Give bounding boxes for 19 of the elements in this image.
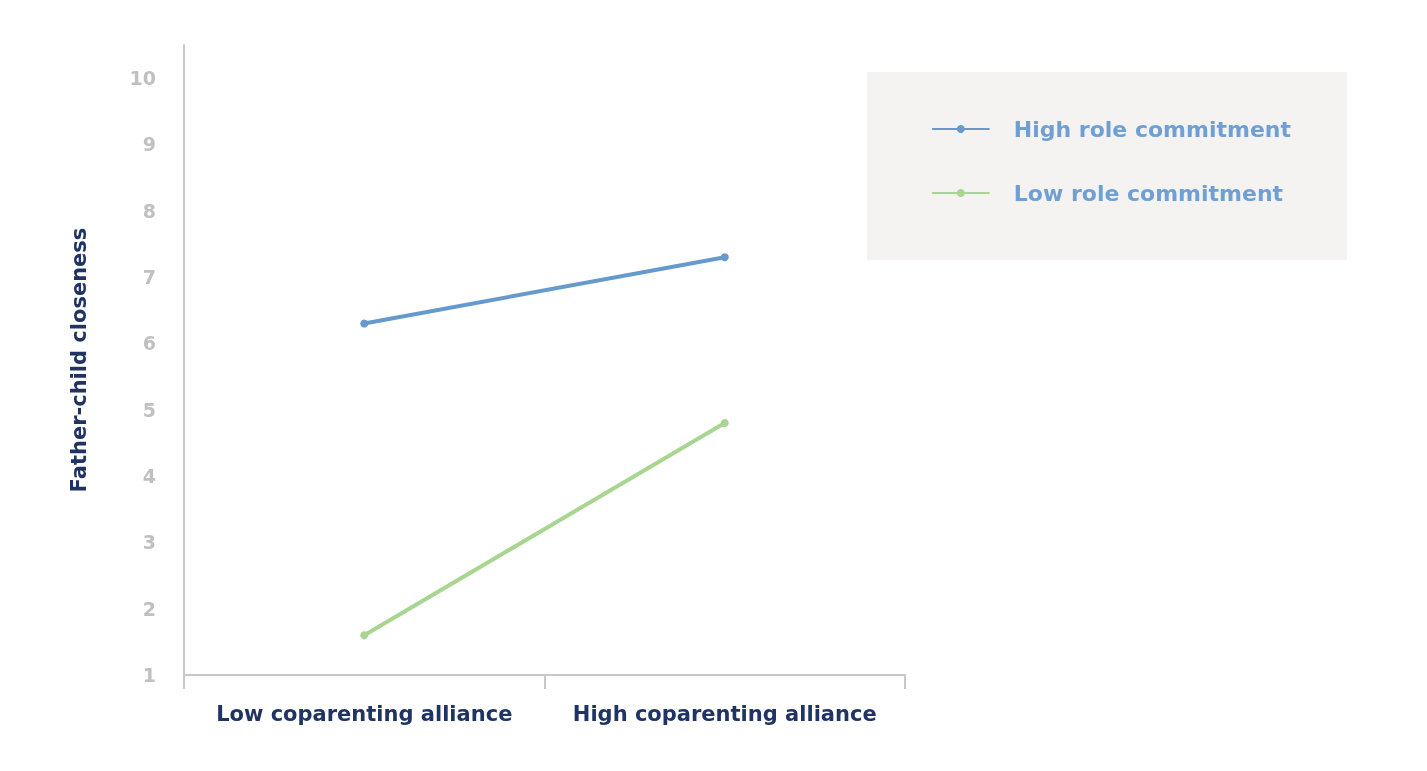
- y-tick-label: 10: [129, 67, 156, 90]
- y-tick-label: 2: [142, 597, 156, 620]
- point: [720, 419, 729, 427]
- x-tick-label: High coparenting alliance: [572, 701, 877, 726]
- y-tick-label: 6: [142, 332, 156, 355]
- legend-label: Low role commitment: [1013, 180, 1284, 206]
- y-tick-label: 7: [142, 266, 156, 289]
- y-tick-label: 3: [142, 531, 156, 554]
- y-tick-label: 4: [142, 465, 156, 488]
- point: [360, 319, 369, 328]
- y-tick-label: 8: [142, 199, 156, 222]
- y-tick-label: 1: [142, 664, 156, 686]
- y-tick-label: 9: [142, 133, 156, 156]
- y-tick-label: 5: [142, 398, 156, 421]
- y-axis-title: Father-child closeness: [66, 227, 91, 493]
- legend-label: High role commitment: [1013, 116, 1292, 142]
- point: [360, 631, 369, 640]
- x-tick-label: Low coparenting alliance: [216, 701, 513, 726]
- point: [720, 253, 729, 262]
